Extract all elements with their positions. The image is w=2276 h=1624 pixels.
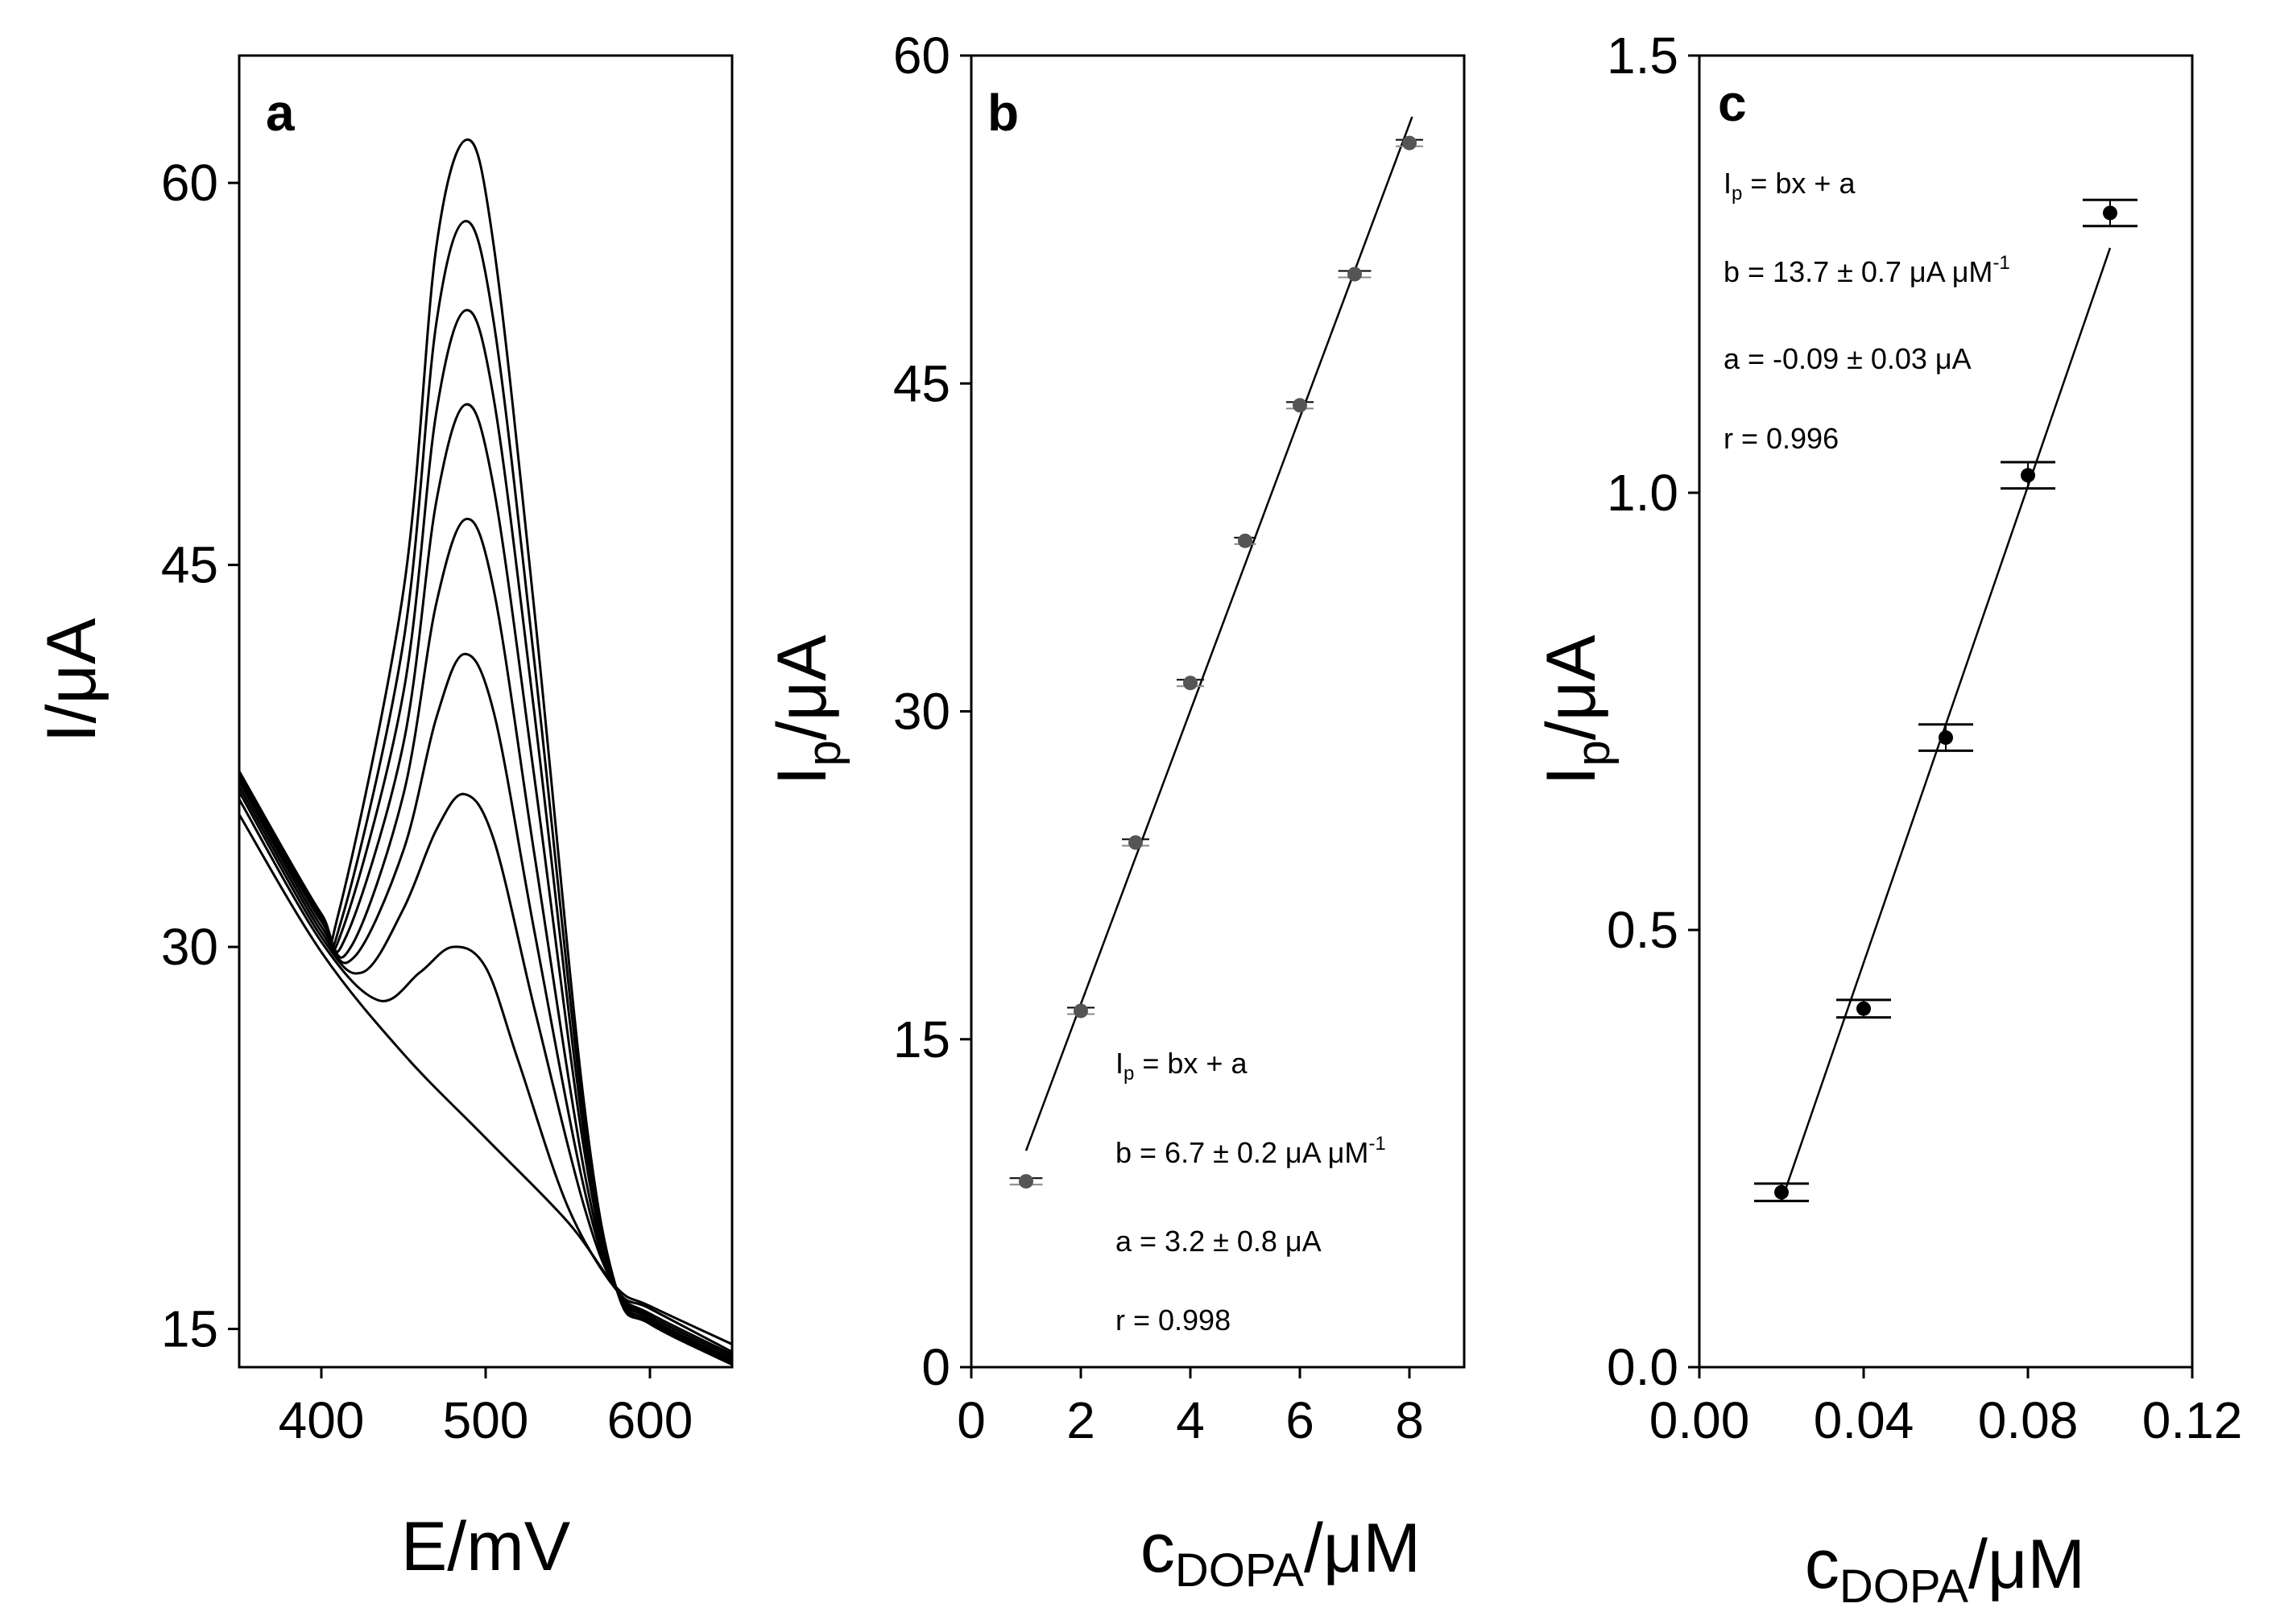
y-tick-label: 0.5 xyxy=(1607,901,1678,959)
data-point xyxy=(1402,135,1417,151)
data-point xyxy=(1774,1184,1789,1200)
panel-c-points xyxy=(1754,198,2137,1203)
panel-a-x-axis-title: E/mV xyxy=(401,1508,570,1585)
panel-c-annotation: Ip = bx + a b = 13.7 ± 0.7 μA μM-1 a = -… xyxy=(1724,167,2010,455)
panel-b-slope: b = 6.7 ± 0.2 μA μM-1 xyxy=(1115,1133,1386,1169)
regression-line xyxy=(1024,116,1413,1151)
y-tick-label: 60 xyxy=(893,27,950,85)
data-point xyxy=(1019,1174,1033,1189)
panel-b-y-axis-title: Ip/μA xyxy=(763,634,850,786)
y-tick-label: 45 xyxy=(893,354,950,412)
panel-c-x-ticks: 0.00 0.04 0.08 0.12 xyxy=(1649,1367,2243,1449)
panel-b-frame xyxy=(970,54,1466,1369)
x-tick-label: 0.12 xyxy=(2142,1391,2243,1449)
data-point xyxy=(1293,398,1307,413)
y-tick-label: 15 xyxy=(161,1300,218,1358)
panel-c-slope: b = 13.7 ± 0.7 μA μM-1 xyxy=(1724,252,2010,288)
x-tick-label: 600 xyxy=(607,1391,693,1449)
panel-a-y-axis-title: I/μA xyxy=(33,618,110,742)
x-tick-label: 4 xyxy=(1176,1391,1205,1449)
y-tick-label: 15 xyxy=(893,1010,950,1068)
data-point xyxy=(1074,1003,1088,1019)
x-tick-label: 0.04 xyxy=(1814,1391,1914,1449)
panel-b-annotation: Ip = bx + a b = 6.7 ± 0.2 μA μM-1 a = 3.… xyxy=(1115,1047,1386,1337)
voltammogram-curve xyxy=(238,308,733,1364)
panel-b-x-ticks: 0 2 4 6 8 xyxy=(957,1367,1424,1449)
x-tick-label: 0 xyxy=(957,1391,986,1449)
panel-a-frame xyxy=(238,54,734,1369)
data-point xyxy=(1347,267,1362,282)
panel-b-fit-line xyxy=(1024,116,1413,1151)
panel-b-points xyxy=(1009,135,1423,1189)
y-tick-label: 0.0 xyxy=(1607,1338,1678,1396)
x-tick-label: 6 xyxy=(1285,1391,1314,1449)
panel-b-r-value: r = 0.998 xyxy=(1115,1304,1231,1337)
y-tick-label: 45 xyxy=(161,536,218,594)
panel-c-frame xyxy=(1698,54,2194,1369)
panel-b-x-axis-title: cDOPA/μM xyxy=(1140,1510,1421,1597)
panel-c: 0.00 0.04 0.08 0.12 0.0 0.5 1.0 1.5 c Ip = bx … xyxy=(1533,27,2242,1613)
x-tick-label: 0.08 xyxy=(1978,1391,2079,1449)
y-tick-label: 0 xyxy=(921,1338,950,1396)
panel-a-y-ticks: 15 30 45 60 xyxy=(161,154,239,1358)
panel-c-letter: c xyxy=(1718,74,1747,132)
panel-b-y-ticks: 0 15 30 45 60 xyxy=(893,27,971,1396)
voltammogram-curve xyxy=(238,403,733,1361)
voltammogram-curve xyxy=(238,791,733,1356)
data-point xyxy=(1238,533,1252,548)
data-point xyxy=(2021,468,2035,483)
voltammogram-curve xyxy=(238,138,733,1366)
voltammogram-curve xyxy=(238,220,733,1364)
panel-a-curves xyxy=(238,138,733,1366)
x-tick-label: 0.00 xyxy=(1649,1391,1750,1449)
voltammogram-curve xyxy=(238,813,733,1345)
y-tick-label: 1.0 xyxy=(1607,464,1678,522)
x-tick-label: 500 xyxy=(443,1391,529,1449)
panel-b-equation: Ip = bx + a xyxy=(1115,1047,1248,1085)
panel-c-r-value: r = 0.996 xyxy=(1724,422,1839,455)
panel-c-equation: Ip = bx + a xyxy=(1724,167,1856,205)
panel-c-intercept: a = -0.09 ± 0.03 μA xyxy=(1724,342,1972,375)
y-tick-label: 30 xyxy=(161,918,218,976)
data-point xyxy=(2103,205,2117,221)
panel-a-x-ticks: 400 500 600 xyxy=(279,1367,693,1449)
x-tick-label: 8 xyxy=(1395,1391,1424,1449)
y-tick-label: 60 xyxy=(161,154,218,212)
data-point xyxy=(1128,835,1143,850)
panel-c-x-axis-title: cDOPA/μM xyxy=(1805,1526,2085,1613)
panel-c-y-ticks: 0.0 0.5 1.0 1.5 xyxy=(1607,27,1699,1396)
panel-a-letter: a xyxy=(266,84,295,142)
panel-b-intercept: a = 3.2 ± 0.8 μA xyxy=(1115,1225,1322,1258)
panel-c-y-axis-title: Ip/μA xyxy=(1533,634,1620,786)
y-tick-label: 1.5 xyxy=(1607,27,1678,85)
data-point xyxy=(1939,730,1953,746)
data-point xyxy=(1183,676,1198,691)
y-tick-label: 30 xyxy=(893,683,950,741)
voltammogram-curve xyxy=(238,652,733,1358)
x-tick-label: 400 xyxy=(279,1391,365,1449)
panel-b-letter: b xyxy=(987,84,1019,142)
panel-b: 0 2 4 6 8 0 15 30 45 60 b Ip = bx + a b = 6.7 ± … xyxy=(763,27,1466,1597)
data-point xyxy=(1856,1001,1871,1016)
panel-a: 400 500 600 15 30 45 60 a E/mV I/μA xyxy=(33,54,734,1585)
voltammogram-curve xyxy=(238,798,733,1353)
x-tick-label: 2 xyxy=(1066,1391,1095,1449)
